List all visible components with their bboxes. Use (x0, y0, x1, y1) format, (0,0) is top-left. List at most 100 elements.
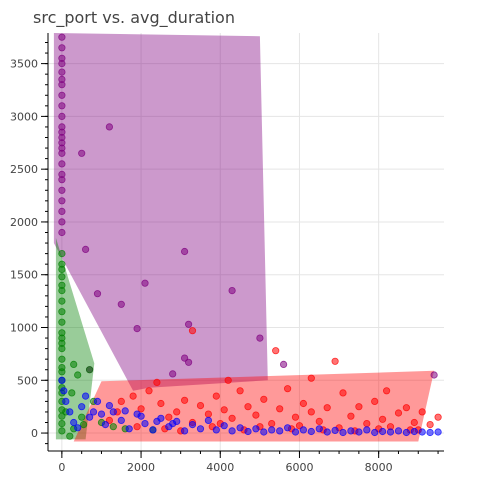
x-tick-label: 2000 (127, 461, 155, 474)
data-point (169, 419, 177, 428)
data-point (185, 358, 193, 366)
data-point (68, 389, 76, 397)
data-point (60, 387, 68, 395)
point-layer (58, 33, 442, 440)
data-point (181, 396, 189, 404)
data-point (105, 401, 114, 410)
data-point (236, 387, 244, 395)
data-point (434, 428, 442, 436)
data-point (276, 427, 284, 435)
data-point (58, 160, 66, 168)
data-point (58, 419, 66, 428)
data-point (371, 397, 379, 405)
data-point (62, 397, 70, 405)
data-point (109, 423, 117, 431)
data-point (299, 399, 307, 408)
data-point (157, 399, 165, 408)
data-point (125, 425, 133, 433)
data-point (188, 327, 197, 335)
data-point (153, 417, 161, 425)
data-point (173, 408, 181, 416)
data-point (58, 33, 66, 41)
data-point (323, 428, 331, 436)
data-point (323, 404, 331, 412)
x-tick-label: 8000 (365, 461, 393, 474)
data-point (58, 308, 66, 316)
data-point (74, 424, 82, 432)
data-point (256, 334, 264, 342)
data-point (149, 426, 157, 434)
data-point (137, 405, 145, 413)
y-tick-label: 3000 (10, 110, 38, 123)
data-point (268, 426, 276, 434)
data-point (283, 385, 292, 393)
hull-layer (53, 33, 435, 442)
data-point (58, 112, 66, 121)
data-point (181, 427, 189, 435)
data-point (58, 297, 66, 305)
data-point (58, 376, 66, 384)
data-point (58, 176, 66, 184)
data-point (394, 409, 403, 417)
data-point (58, 265, 66, 273)
y-tick-label: 1500 (10, 269, 38, 282)
data-point (78, 149, 86, 157)
data-point (58, 368, 66, 376)
data-point (371, 428, 379, 437)
y-tick-label: 500 (17, 374, 38, 387)
data-point (204, 410, 212, 418)
data-point (307, 374, 315, 382)
data-point (80, 420, 88, 429)
data-point (378, 415, 387, 423)
data-point (339, 389, 347, 397)
data-point (236, 424, 244, 432)
data-point (145, 387, 153, 395)
data-point (188, 420, 197, 429)
data-point (70, 360, 78, 368)
data-point (347, 412, 355, 420)
data-point (331, 426, 339, 434)
data-point (212, 392, 220, 400)
data-point (410, 418, 418, 427)
y-tick-label: 0 (31, 427, 38, 440)
data-point (66, 432, 74, 440)
data-point (347, 427, 355, 435)
data-point (307, 427, 315, 436)
data-point (97, 410, 106, 418)
data-point (129, 392, 137, 400)
data-point (117, 397, 125, 405)
data-point (82, 245, 90, 253)
data-point (74, 371, 82, 379)
data-point (426, 428, 434, 437)
data-point (228, 414, 236, 422)
data-point (86, 413, 94, 421)
data-point (169, 370, 177, 378)
data-point (58, 68, 66, 76)
data-point (58, 149, 66, 157)
data-point (331, 357, 339, 365)
data-point (86, 366, 94, 374)
data-point (299, 426, 307, 434)
data-point (109, 408, 117, 416)
data-point (58, 59, 66, 68)
data-point (78, 413, 86, 421)
data-point (204, 416, 212, 424)
data-point (268, 419, 276, 428)
data-point (430, 371, 438, 379)
data-point (165, 413, 173, 421)
data-point (58, 427, 66, 435)
data-point (70, 418, 78, 427)
data-point (224, 376, 232, 384)
data-point (185, 320, 193, 328)
data-point (272, 347, 280, 355)
data-point (58, 250, 66, 258)
data-point (252, 411, 260, 419)
data-point (58, 273, 66, 281)
y-tick-label: 2500 (10, 163, 38, 176)
data-point (93, 397, 102, 405)
data-point (78, 403, 86, 411)
data-point (137, 412, 145, 420)
data-point (426, 420, 434, 429)
data-point (220, 422, 228, 430)
